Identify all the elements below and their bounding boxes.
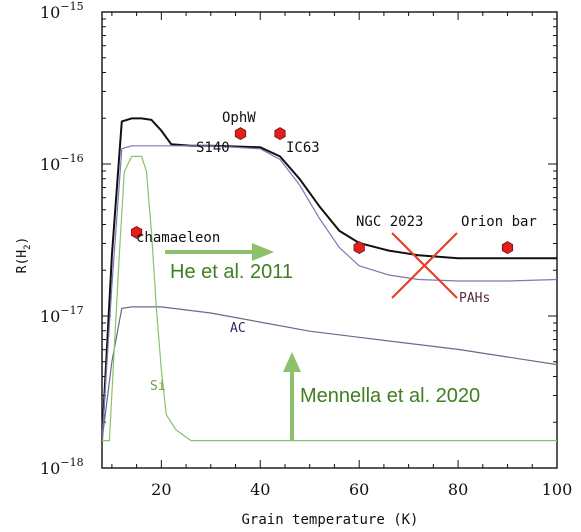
series-total-line (102, 117, 557, 441)
series-pahs-line (102, 145, 557, 441)
x-tick-label: 20 (151, 480, 171, 499)
label-pahs: PAHs (459, 291, 490, 306)
marker-s140 (234, 127, 247, 141)
label-si: Si (150, 379, 166, 394)
plot-frame (101, 11, 558, 469)
axis-ticks (102, 12, 558, 469)
series-si-line (102, 155, 557, 442)
x-tick-label: 100 (542, 480, 573, 499)
red-cross (391, 232, 458, 299)
marker-ngc2023 (353, 241, 365, 255)
x-tick-label: 80 (448, 480, 468, 499)
series-lines (102, 117, 557, 442)
marker-ic63 (274, 127, 286, 141)
marker-chamaeleon (130, 225, 143, 239)
label-s140: S140 (196, 140, 230, 156)
y-tick-label: 10−17 (40, 304, 84, 326)
label-chamaeleon: chamaeleon (136, 230, 220, 246)
label-ic63: IC63 (286, 140, 320, 156)
label-ngc2023: NGC 2023 (356, 214, 423, 230)
marker-orion-bar (501, 241, 514, 255)
x-tick-labels: 20 40 60 80 100 (151, 480, 572, 499)
annotation-he: He et al. 2011 (170, 261, 293, 283)
label-ac: AC (230, 321, 246, 336)
x-tick-label: 40 (250, 480, 270, 499)
observation-markers (130, 127, 514, 255)
label-orion-bar: Orion bar (461, 214, 537, 230)
y-tick-labels: 10−18 10−17 10−16 10−15 (40, 0, 84, 478)
x-tick-label: 60 (349, 480, 369, 499)
mennella-arrow (283, 352, 301, 440)
y-tick-label: 10−16 (40, 152, 84, 174)
annotation-mennella: Mennella et al. 2020 (300, 385, 480, 407)
label-ophw: OphW (222, 110, 256, 126)
y-tick-label: 10−18 (40, 456, 84, 478)
y-tick-label: 10−15 (40, 0, 84, 22)
series-ac-line (102, 306, 557, 441)
x-axis-label: Grain temperature (K) (241, 512, 418, 528)
y-axis-label: R(H2) (15, 237, 33, 274)
he-arrow (165, 243, 274, 261)
